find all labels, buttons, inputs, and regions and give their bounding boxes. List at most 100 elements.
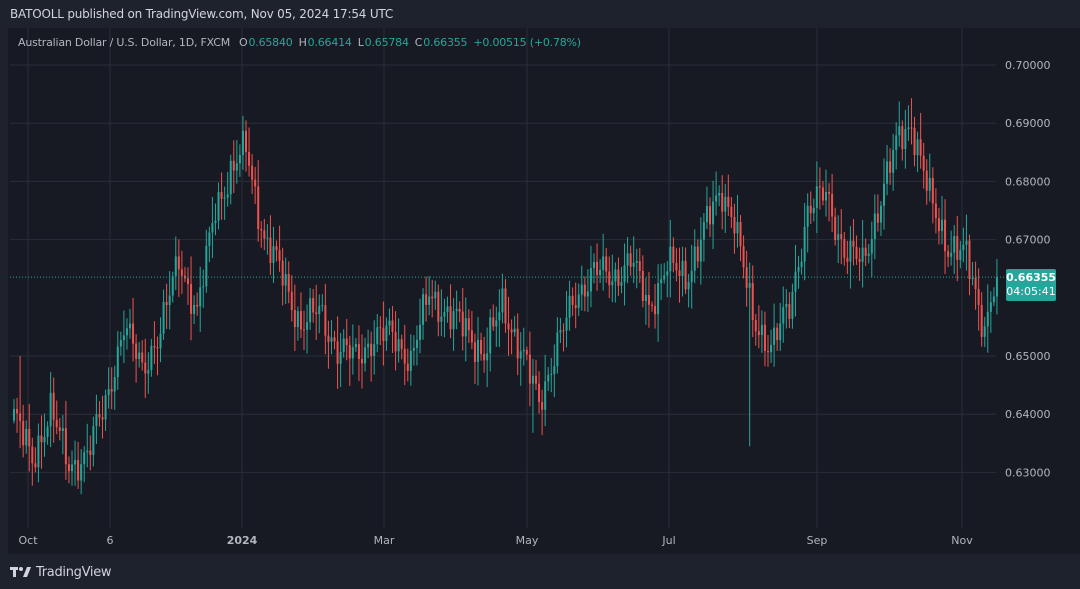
candle-body [217, 192, 220, 221]
candle-body [367, 343, 370, 348]
candle-body [797, 266, 800, 272]
candle-body [715, 195, 718, 202]
candle-body [318, 305, 321, 314]
candle-body [13, 408, 15, 421]
candle-body [834, 216, 837, 240]
candle-body [464, 318, 467, 337]
candle-body [330, 337, 333, 342]
candle-body [730, 206, 733, 218]
candle-body [849, 240, 852, 262]
candle-body [101, 417, 104, 420]
candle-body [208, 232, 211, 247]
candle-body [821, 187, 824, 201]
candle-body [846, 257, 849, 262]
candle-body [49, 392, 52, 427]
candle-body [89, 450, 92, 455]
tradingview-logo[interactable]: TradingView [10, 565, 112, 580]
candle-body [580, 284, 583, 295]
chart-pane[interactable] [8, 28, 1080, 554]
candle-body [947, 251, 950, 257]
candle-body [165, 302, 168, 306]
candle-body [199, 287, 202, 307]
x-tick-label: Jul [661, 534, 675, 547]
open-label: O [239, 35, 248, 49]
candle-body [495, 320, 498, 327]
candle-body [904, 129, 907, 150]
candle-body [403, 348, 406, 364]
candle-body [336, 341, 339, 364]
candle-body [614, 269, 617, 282]
candle-body [800, 261, 803, 267]
candle-body [901, 126, 904, 150]
candle-body [544, 381, 547, 410]
candle-body [620, 282, 623, 286]
candle-body [473, 342, 476, 362]
candle-body [290, 291, 293, 310]
candle-body [980, 304, 983, 337]
candle-body [110, 389, 113, 392]
y-tick-label: 0.63000 [1005, 466, 1051, 479]
candle-body [828, 191, 831, 194]
candle-body [892, 150, 895, 173]
candle-body [202, 286, 205, 288]
candle-body [919, 139, 922, 156]
candle-body [107, 389, 110, 396]
x-tick-label: May [516, 534, 539, 547]
candle-body [699, 239, 702, 262]
candle-body [333, 337, 336, 342]
candle-body [397, 339, 400, 352]
candle-body [922, 155, 925, 171]
candle-body [104, 395, 107, 420]
candle-body [303, 329, 305, 331]
candle-body [251, 165, 254, 180]
candle-body [513, 328, 516, 333]
candle-body [16, 408, 19, 414]
candle-body [489, 317, 492, 354]
candle-body [596, 262, 599, 276]
candle-body [754, 320, 757, 332]
candle-body [886, 161, 889, 184]
candle-body [64, 428, 67, 465]
candle-body [498, 312, 501, 321]
candle-body [452, 311, 455, 330]
candle-body [83, 452, 86, 465]
candle-body [577, 294, 580, 308]
candle-body [440, 316, 443, 322]
candle-body [779, 323, 782, 341]
candle-body [492, 317, 495, 327]
x-tick-label: Oct [18, 534, 38, 547]
candle-body [986, 311, 989, 327]
candle-body [129, 323, 131, 329]
candle-body [962, 244, 965, 251]
candle-body [791, 291, 794, 319]
candle-body [226, 194, 229, 198]
x-tick-label: 2024 [227, 534, 258, 547]
candle-body [760, 324, 763, 336]
candle-body [370, 343, 373, 357]
candle-body [31, 446, 34, 464]
candle-body [339, 351, 342, 364]
candle-body [470, 330, 473, 343]
publisher-bar: BATOOLL published on TradingView.com, No… [0, 0, 1080, 28]
candle-body [177, 256, 180, 270]
candle-body [306, 322, 309, 330]
candle-body [992, 296, 995, 303]
candle-body [315, 312, 318, 314]
candle-body [321, 305, 324, 307]
candle-body [843, 238, 846, 258]
high-value: 0.66414 [307, 35, 352, 49]
candle-body [727, 196, 730, 207]
candle-body [504, 288, 507, 324]
candle-body [767, 350, 769, 353]
candle-body [446, 306, 449, 313]
candle-body [43, 436, 46, 443]
candle-body [623, 265, 626, 283]
candle-body [510, 329, 513, 333]
candle-body [788, 303, 791, 319]
candle-body [525, 349, 528, 355]
candle-body [312, 298, 315, 313]
candle-body [461, 311, 464, 337]
symbol-name[interactable]: Australian Dollar / U.S. Dollar, 1D, FXC… [18, 35, 230, 49]
change-value: +0.00515 (+0.78%) [473, 35, 581, 49]
